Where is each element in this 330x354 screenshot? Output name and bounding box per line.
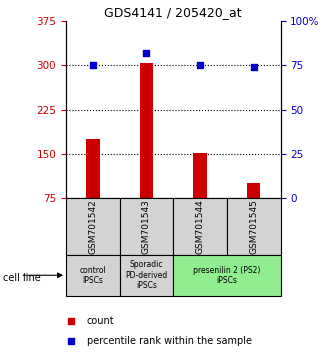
Bar <box>227 198 280 255</box>
Text: GSM701543: GSM701543 <box>142 199 151 254</box>
Text: presenilin 2 (PS2)
iPSCs: presenilin 2 (PS2) iPSCs <box>193 266 261 285</box>
Bar <box>140 63 153 198</box>
Point <box>144 50 149 56</box>
Point <box>69 318 74 324</box>
Point <box>90 63 95 68</box>
Bar <box>86 139 100 198</box>
Point <box>69 338 74 344</box>
Bar <box>173 198 227 255</box>
Bar <box>66 255 120 296</box>
Text: cell line: cell line <box>3 273 41 283</box>
Point <box>251 64 256 70</box>
Bar <box>66 198 120 255</box>
Text: GSM701542: GSM701542 <box>88 199 97 254</box>
Text: percentile rank within the sample: percentile rank within the sample <box>86 336 251 346</box>
Point <box>197 63 203 68</box>
Bar <box>247 183 260 198</box>
Bar <box>173 255 280 296</box>
Text: Sporadic
PD-derived
iPSCs: Sporadic PD-derived iPSCs <box>125 260 168 290</box>
Text: control
IPSCs: control IPSCs <box>80 266 106 285</box>
Title: GDS4141 / 205420_at: GDS4141 / 205420_at <box>104 6 242 19</box>
Text: GSM701545: GSM701545 <box>249 199 258 254</box>
Bar <box>119 198 173 255</box>
Bar <box>193 153 207 198</box>
Text: count: count <box>86 316 114 326</box>
Bar <box>119 255 173 296</box>
Text: GSM701544: GSM701544 <box>196 199 205 254</box>
